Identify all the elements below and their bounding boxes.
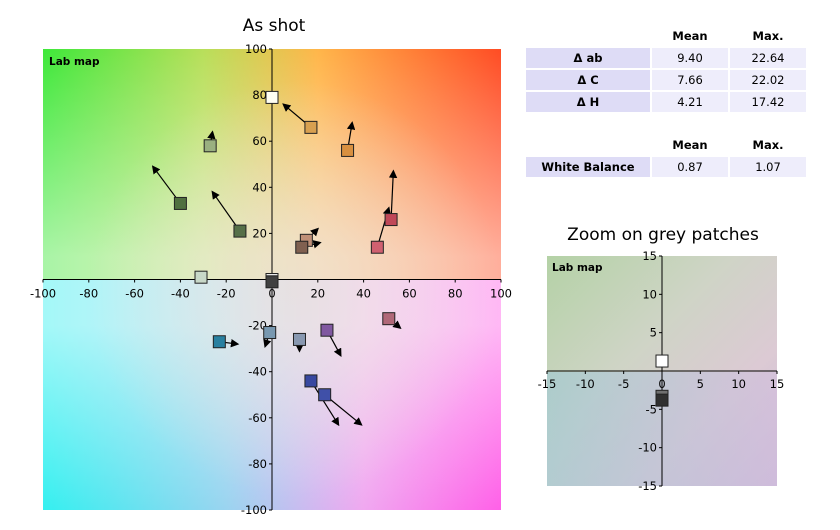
column-header-mean: Mean (652, 135, 728, 155)
color-patch-marker (292, 332, 306, 346)
x-tick-label: -15 (538, 377, 557, 391)
main-tick-labels: -100 -80 -60 -40 -20 0 20 40 60 80 100 -100 -80 -60 -4… (30, 42, 512, 517)
column-header-max: Max. (730, 26, 806, 46)
x-tick-label: -5 (618, 377, 629, 391)
table-row: Δ H 4.21 17.42 (526, 92, 806, 112)
color-patch-marker (655, 354, 669, 368)
table-corner (526, 26, 650, 46)
color-patch-marker (173, 196, 187, 210)
x-tick-label: -10 (576, 377, 595, 391)
y-tick-label: 60 (252, 134, 267, 148)
max-value: 17.42 (730, 92, 806, 112)
patch-error-arrow (388, 169, 398, 220)
x-tick-label: -40 (171, 287, 190, 301)
mean-value: 4.21 (652, 92, 728, 112)
delta-stats-table: Mean Max. Δ ab 9.40 22.64 Δ C 7.66 22.02… (524, 24, 808, 114)
patch-error-arrow (310, 380, 340, 427)
color-patch-marker (263, 326, 277, 340)
y-tick-label: -100 (241, 503, 267, 517)
row-label: White Balance (526, 157, 650, 177)
y-tick-label: -20 (248, 319, 267, 333)
table-header-row: Mean Max. (526, 26, 806, 46)
color-patch-marker (370, 240, 384, 254)
table-row: Δ ab 9.40 22.64 (526, 48, 806, 68)
row-label: Δ H (526, 92, 650, 112)
column-header-max: Max. (730, 135, 806, 155)
x-tick-label: 5 (697, 377, 704, 391)
zoom-axes (546, 255, 778, 487)
y-tick-label: -10 (638, 441, 657, 455)
y-tick-label: 5 (650, 326, 657, 340)
x-tick-label: 0 (268, 287, 275, 301)
x-tick-label: -100 (30, 287, 56, 301)
color-patch-marker (320, 323, 334, 337)
color-patch-marker (203, 139, 217, 153)
x-tick-label: 80 (448, 287, 463, 301)
table-row: White Balance 0.87 1.07 (526, 157, 806, 177)
color-patch-marker (384, 213, 398, 227)
x-tick-label: 60 (402, 287, 417, 301)
y-tick-label: -60 (248, 411, 267, 425)
zoom-patch-markers (655, 354, 669, 407)
y-tick-label: 80 (252, 88, 267, 102)
max-value: 1.07 (730, 157, 806, 177)
patch-markers (173, 90, 398, 402)
max-value: 22.64 (730, 48, 806, 68)
color-patch-marker (655, 393, 669, 407)
x-tick-label: -80 (79, 287, 98, 301)
color-patch-marker (382, 312, 396, 326)
panel-label: Lab map (49, 56, 100, 68)
color-patch-marker (341, 143, 355, 157)
mean-value: 7.66 (652, 70, 728, 90)
y-tick-label: 100 (245, 42, 267, 56)
max-value: 22.02 (730, 70, 806, 90)
y-tick-label: 10 (642, 287, 657, 301)
color-patch-marker (295, 240, 309, 254)
row-label: Δ ab (526, 48, 650, 68)
y-tick-label: 20 (252, 226, 267, 240)
color-patch-marker (194, 270, 208, 284)
y-tick-label: -5 (646, 402, 657, 416)
color-patch-marker (265, 275, 279, 289)
table-row: Δ C 7.66 22.02 (526, 70, 806, 90)
color-patch-marker (233, 224, 247, 238)
zoom-chart-title: Zoom on grey patches (567, 225, 759, 245)
column-header-mean: Mean (652, 26, 728, 46)
patch-error-arrow (211, 190, 241, 232)
white-balance-table: Mean Max. White Balance 0.87 1.07 (524, 133, 808, 179)
y-tick-label: 15 (642, 249, 657, 263)
color-patch-marker (318, 388, 332, 402)
y-tick-label: -40 (248, 365, 267, 379)
table-corner (526, 135, 650, 155)
y-tick-label: 40 (252, 180, 267, 194)
x-tick-label: 100 (490, 287, 512, 301)
x-tick-label: 40 (356, 287, 371, 301)
x-tick-label: -20 (217, 287, 236, 301)
x-tick-label: 0 (658, 377, 665, 391)
row-label: Δ C (526, 70, 650, 90)
chart-title: As shot (243, 16, 306, 36)
y-tick-label: -15 (638, 479, 657, 493)
table-header-row: Mean Max. (526, 135, 806, 155)
x-tick-label: -60 (125, 287, 144, 301)
color-patch-marker (212, 335, 226, 349)
x-tick-label: 10 (731, 377, 746, 391)
mean-value: 9.40 (652, 48, 728, 68)
x-tick-label: 20 (310, 287, 325, 301)
y-tick-label: -80 (248, 457, 267, 471)
x-tick-label: 15 (770, 377, 785, 391)
color-patch-marker (265, 90, 279, 104)
color-patch-marker (304, 374, 318, 388)
mean-value: 0.87 (652, 157, 728, 177)
color-patch-marker (304, 120, 318, 134)
zoom-panel-label: Lab map (552, 262, 603, 274)
